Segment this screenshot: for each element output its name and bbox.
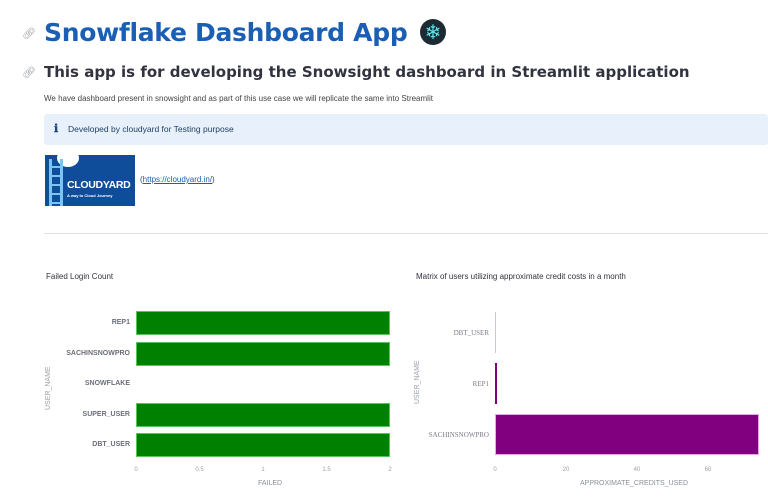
info-icon: ℹ bbox=[54, 122, 59, 135]
divider bbox=[44, 233, 768, 234]
paren-close: ) bbox=[212, 175, 215, 184]
anchor-link-icon[interactable]: 🔗︎ bbox=[22, 28, 36, 40]
description-text: We have dashboard present in snowsight a… bbox=[44, 94, 433, 103]
x-tick-label: 0 bbox=[493, 467, 497, 473]
bar bbox=[495, 363, 497, 404]
x-tick-label: 2 bbox=[388, 467, 392, 473]
y-tick-label: REP1 bbox=[472, 380, 489, 388]
ladder-icon bbox=[49, 159, 63, 206]
page-title-text: Snowflake Dashboard App bbox=[44, 18, 408, 47]
info-text: Developed by cloudyard for Testing purpo… bbox=[68, 124, 234, 134]
cloudyard-logo: CLOUDYARD A way to Cloud Journey bbox=[45, 155, 135, 206]
logo-tagline: A way to Cloud Journey bbox=[67, 193, 113, 198]
y-tick-label: SUPER_USER bbox=[82, 410, 130, 418]
page-title: Snowflake Dashboard App ❄ bbox=[44, 18, 446, 47]
page-subtitle: This app is for developing the Snowsight… bbox=[44, 63, 690, 81]
logo-name: CLOUDYARD bbox=[67, 179, 131, 191]
chart1-ylabel: USER_NAME bbox=[45, 366, 52, 410]
y-tick-label: SACHINSNOWPRO bbox=[428, 431, 489, 439]
snowflake-icon: ❄ bbox=[419, 19, 446, 45]
bar bbox=[495, 414, 760, 455]
x-tick-label: 0.5 bbox=[195, 467, 204, 473]
bar bbox=[136, 311, 390, 335]
y-tick-label: DBT_USER bbox=[453, 329, 489, 337]
x-tick-label: 40 bbox=[633, 467, 641, 473]
chart1-title: Failed Login Count bbox=[46, 272, 114, 281]
website-link[interactable]: https://cloudyard.in/ bbox=[142, 175, 213, 184]
y-tick-label: DBT_USER bbox=[92, 441, 130, 448]
chart2-xlabel: APPROXIMATE_CREDITS_USED bbox=[579, 480, 689, 487]
paren-open: ( bbox=[140, 175, 143, 184]
anchor-link-icon[interactable]: 🔗︎ bbox=[22, 67, 36, 79]
x-tick-label: 1.5 bbox=[322, 467, 331, 473]
info-alert: ℹ Developed by cloudyard for Testing pur… bbox=[44, 114, 768, 145]
chart2-title: Matrix of users utilizing approximate cr… bbox=[416, 272, 626, 281]
bar bbox=[495, 312, 496, 353]
x-tick-label: 0 bbox=[134, 467, 138, 473]
bar bbox=[136, 402, 390, 427]
bar bbox=[136, 433, 390, 457]
website-link-wrapper: (https://cloudyard.in/) bbox=[140, 175, 215, 184]
x-tick-label: 60 bbox=[704, 467, 712, 473]
chart1-xlabel: FAILED bbox=[257, 480, 283, 487]
x-tick-label: 20 bbox=[562, 467, 570, 473]
y-tick-label: REP1 bbox=[111, 319, 130, 326]
y-tick-label: SACHINSNOWPRO bbox=[66, 349, 130, 357]
x-tick-label: 1 bbox=[261, 467, 265, 473]
bar bbox=[136, 341, 390, 366]
y-tick-label: SNOWFLAKE bbox=[84, 380, 130, 387]
